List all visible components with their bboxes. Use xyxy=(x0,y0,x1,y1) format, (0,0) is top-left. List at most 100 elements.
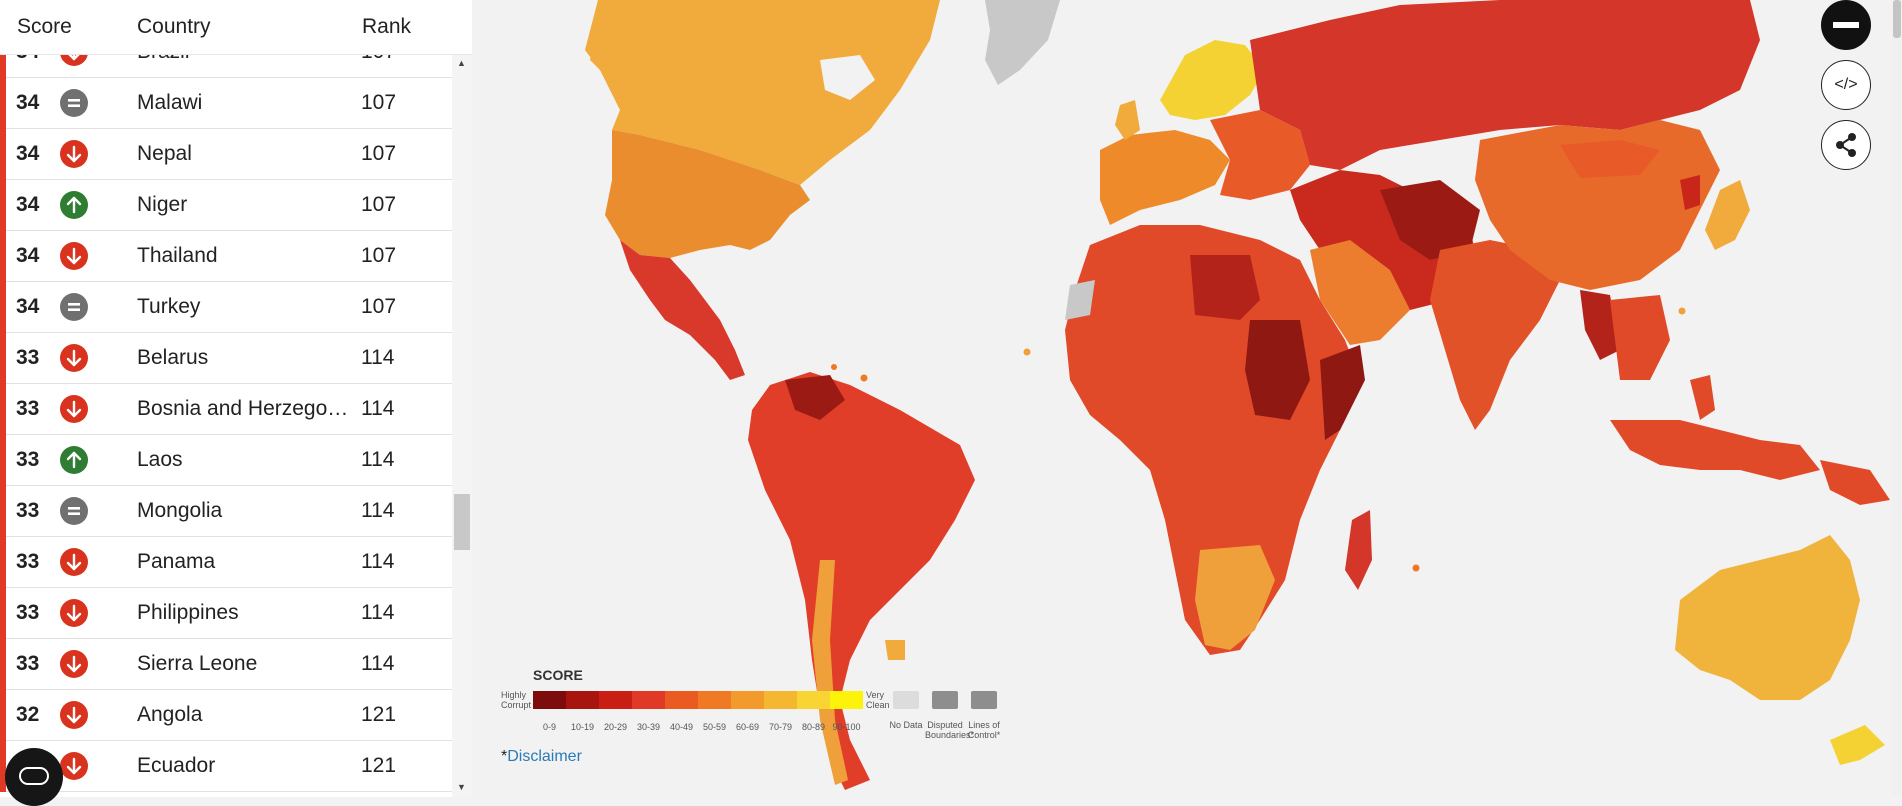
disclaimer-prefix: * xyxy=(501,748,508,765)
row-score: 32 xyxy=(16,703,40,726)
ranking-list[interactable]: 34 Brazil 107 34 Malawi 107 34 Nepal 107 34 Niger 1… xyxy=(0,54,452,797)
page-scrollbar[interactable] xyxy=(1892,0,1902,797)
legend-tick-label: 10-19 xyxy=(570,722,595,732)
row-score: 33 xyxy=(16,448,40,471)
canada-region xyxy=(585,0,940,185)
collapse-button[interactable] xyxy=(1821,0,1871,50)
score-color-bar xyxy=(0,231,6,282)
table-row[interactable]: 34 Niger 107 xyxy=(0,180,452,231)
row-score: 34 xyxy=(16,91,40,114)
equal-icon xyxy=(60,293,88,321)
accessibility-button[interactable] xyxy=(5,748,63,806)
row-country: Ecuador xyxy=(137,754,216,777)
row-rank: 121 xyxy=(361,703,397,726)
india-region xyxy=(1430,240,1560,430)
row-rank: 107 xyxy=(361,244,397,267)
row-rank: 114 xyxy=(361,448,395,471)
arrow-up-icon xyxy=(60,446,88,474)
row-country: Bosnia and Herzegov… xyxy=(137,397,350,420)
table-row[interactable]: 33 Bosnia and Herzegov… 114 xyxy=(0,384,452,435)
png-region xyxy=(1820,460,1890,505)
row-score: 34 xyxy=(16,54,39,64)
score-color-bar xyxy=(0,435,6,486)
southern-africa-region xyxy=(1195,545,1275,650)
saudi-arabia-region xyxy=(1310,240,1410,345)
arrow-down-icon xyxy=(60,752,88,780)
country-column-header[interactable]: Country xyxy=(137,15,211,38)
table-row[interactable]: 34 Thailand 107 xyxy=(0,231,452,282)
row-score: 34 xyxy=(16,295,40,318)
equal-icon xyxy=(60,89,88,117)
table-scrollbar[interactable]: ▲ ▼ xyxy=(452,54,472,797)
table-header: Score Country Rank xyxy=(0,0,472,55)
arrow-down-icon xyxy=(60,650,88,678)
row-country: Philippines xyxy=(137,601,239,624)
lines-of-control-swatch xyxy=(971,691,997,709)
table-row[interactable]: 34 Turkey 107 xyxy=(0,282,452,333)
legend-swatch xyxy=(764,691,797,709)
rank-column-header[interactable]: Rank xyxy=(362,15,412,38)
row-rank: 107 xyxy=(361,193,397,216)
score-color-bar xyxy=(0,333,6,384)
legend-tick-label: 30-39 xyxy=(636,722,661,732)
score-color-bar xyxy=(0,588,6,639)
korea-region xyxy=(1680,175,1700,210)
score-color-bar xyxy=(0,384,6,435)
no-data-label: No Data xyxy=(889,720,923,730)
cc-icon xyxy=(19,767,49,785)
score-color-bar xyxy=(0,54,6,78)
legend-swatch xyxy=(599,691,632,709)
share-icon xyxy=(1836,133,1856,157)
share-button[interactable] xyxy=(1821,120,1871,170)
table-row[interactable]: 33 Panama 114 xyxy=(0,537,452,588)
table-row[interactable]: 33 Laos 114 xyxy=(0,435,452,486)
disclaimer-link[interactable]: Disclaimer xyxy=(507,748,582,765)
disputed-label: Disputed Boundaries* xyxy=(925,720,975,740)
embed-button[interactable]: </> xyxy=(1821,60,1871,110)
legend-right-label: Very Clean xyxy=(866,690,890,710)
row-score: 34 xyxy=(16,142,40,165)
score-color-bar xyxy=(0,282,6,333)
table-row[interactable]: 34 Malawi 107 xyxy=(0,78,452,129)
hudson-bay xyxy=(820,55,875,100)
legend-tick-label: 70-79 xyxy=(768,722,793,732)
table-row[interactable]: 33 Mongolia 114 xyxy=(0,486,452,537)
scroll-down-arrow[interactable]: ▼ xyxy=(457,782,466,792)
row-score: 33 xyxy=(16,397,40,420)
score-color-bar xyxy=(0,129,6,180)
mongolia-region xyxy=(1560,140,1660,178)
scroll-up-arrow[interactable]: ▲ xyxy=(457,58,466,68)
legend-swatch xyxy=(698,691,731,709)
arrow-up-icon xyxy=(60,191,88,219)
row-rank: 114 xyxy=(361,550,395,573)
legend-tick-label: 0-9 xyxy=(542,722,556,732)
table-row[interactable]: 33 Belarus 114 xyxy=(0,333,452,384)
legend-swatch xyxy=(533,691,566,709)
row-rank: 114 xyxy=(361,499,395,522)
world-map[interactable] xyxy=(472,0,1902,797)
eastern-europe-region xyxy=(1210,110,1310,200)
scrollbar-thumb[interactable] xyxy=(454,494,470,550)
table-row[interactable]: 32 Angola 121 xyxy=(0,690,452,741)
legend-tick-label: 80-89 xyxy=(801,722,826,732)
table-row[interactable]: 34 Brazil 107 xyxy=(0,54,452,78)
legend-tick-label: 50-59 xyxy=(702,722,727,732)
page-scrollbar-thumb[interactable] xyxy=(1893,0,1901,38)
table-row[interactable]: 33 Sierra Leone 114 xyxy=(0,639,452,690)
chile-region xyxy=(812,560,848,785)
legend-tick-label: 60-69 xyxy=(735,722,760,732)
legend-left-label: Highly Corrupt xyxy=(501,690,532,710)
score-column-header[interactable]: Score xyxy=(17,15,72,38)
row-score: 34 xyxy=(16,193,40,216)
table-row[interactable]: 34 Nepal 107 xyxy=(0,129,452,180)
row-country: Mongolia xyxy=(137,499,223,522)
venezuela-region xyxy=(785,375,845,420)
row-rank: 114 xyxy=(361,397,395,420)
table-row[interactable]: 32Ecuador121 xyxy=(0,741,452,792)
western-europe-region xyxy=(1100,130,1230,225)
map-svg[interactable] xyxy=(472,0,1902,797)
row-country: Angola xyxy=(137,703,203,726)
table-row[interactable]: 33 Philippines 114 xyxy=(0,588,452,639)
score-color-bar xyxy=(0,486,6,537)
uruguay-region xyxy=(885,640,905,660)
